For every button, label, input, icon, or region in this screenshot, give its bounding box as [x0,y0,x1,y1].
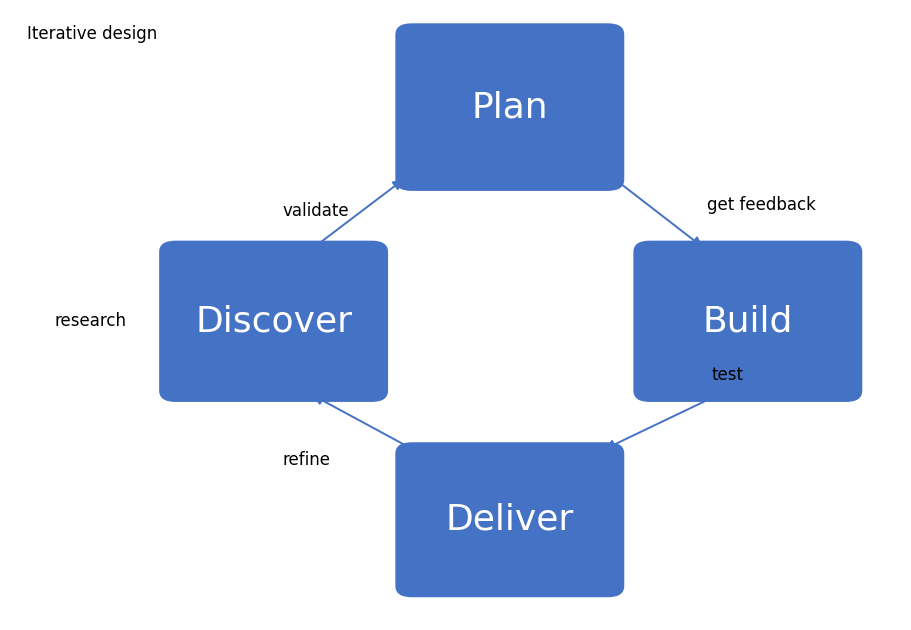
Text: Build: Build [701,304,793,338]
Text: Iterative design: Iterative design [27,25,158,43]
FancyBboxPatch shape [395,442,624,597]
Text: Plan: Plan [471,90,548,124]
Text: research: research [55,312,127,330]
Text: Discover: Discover [195,304,352,338]
FancyBboxPatch shape [632,241,861,402]
FancyBboxPatch shape [159,241,388,402]
Text: Deliver: Deliver [445,503,573,537]
Text: refine: refine [282,451,331,469]
Text: get feedback: get feedback [706,196,814,214]
Text: test: test [711,366,742,384]
Text: validate: validate [282,202,349,220]
FancyBboxPatch shape [395,23,624,191]
